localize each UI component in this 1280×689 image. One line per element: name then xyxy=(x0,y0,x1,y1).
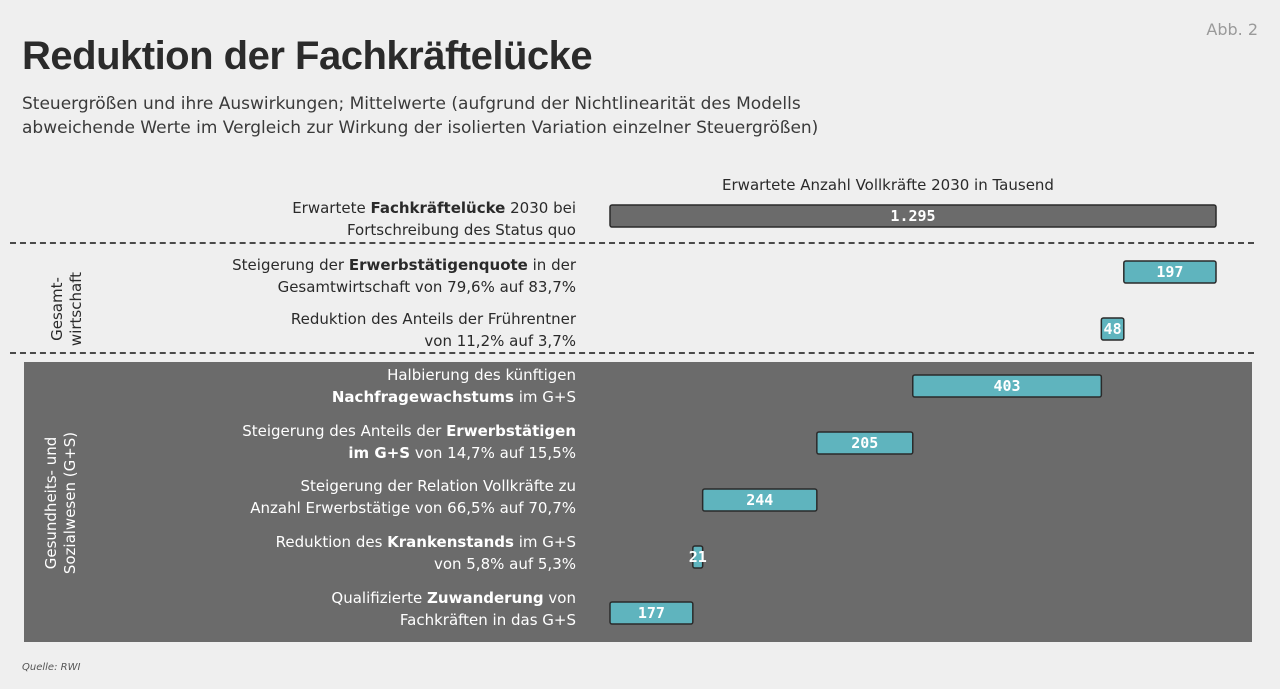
bar-step-4 xyxy=(816,431,914,455)
subtitle-line-1: Steuergrößen und ihre Auswirkungen; Mitt… xyxy=(22,94,801,114)
data-label-step-6: 21 xyxy=(689,548,707,566)
bar-step-7 xyxy=(609,601,694,625)
bar-step-2 xyxy=(1100,317,1125,341)
row-label-status-quo: Erwartete Fachkräftelücke 2030 bei Forts… xyxy=(292,199,576,239)
row-label-krankenstand: Reduktion des Krankenstands im G+S von 5… xyxy=(275,533,576,573)
subtitle-line-2: abweichende Werte im Vergleich zur Wirku… xyxy=(22,118,819,138)
row-label-vollkraefte-relation: Steigerung der Relation Vollkräfte zu An… xyxy=(250,477,576,517)
data-label-total: 1.295 xyxy=(890,207,935,225)
data-label-step-5: 244 xyxy=(746,491,773,509)
data-label-step-1: 197 xyxy=(1156,263,1183,281)
gs-section-panel xyxy=(24,362,1252,642)
bar-step-3 xyxy=(912,374,1103,398)
bar-step-6 xyxy=(692,545,704,569)
row-label-erwerbstaetigenquote: Steigerung der Erwerbstätigenquote in de… xyxy=(232,256,576,296)
row-label-fruehrentner: Reduktion des Anteils der Frührentner vo… xyxy=(290,310,576,350)
figure-label: Abb. 2 xyxy=(1206,20,1258,39)
bar-total xyxy=(609,204,1217,228)
data-label-step-4: 205 xyxy=(851,434,878,452)
row-label-erwerbstaetige-gs: Steigerung des Anteils der Erwerbstätige… xyxy=(242,422,576,462)
row-label-zuwanderung: Qualifizierte Zuwanderung von Fachkräfte… xyxy=(331,589,576,629)
bar-step-5 xyxy=(701,488,818,512)
chart-subtitle: Steuergrößen und ihre Auswirkungen; Mitt… xyxy=(22,92,922,140)
bar-step-1 xyxy=(1123,260,1217,284)
source-note: Quelle: RWI xyxy=(22,662,81,673)
section-divider-bottom xyxy=(10,352,1254,354)
axis-title: Erwartete Anzahl Vollkräfte 2030 in Taus… xyxy=(722,176,1054,194)
row-label-nachfragewachstum: Halbierung des künftigen Nachfragewachst… xyxy=(331,366,576,406)
data-label-step-2: 48 xyxy=(1104,320,1122,338)
data-label-step-7: 177 xyxy=(638,604,665,622)
data-label-step-3: 403 xyxy=(994,377,1021,395)
chart-title: Reduktion der Fachkräftelücke xyxy=(22,34,593,78)
section-divider-top xyxy=(10,242,1254,244)
